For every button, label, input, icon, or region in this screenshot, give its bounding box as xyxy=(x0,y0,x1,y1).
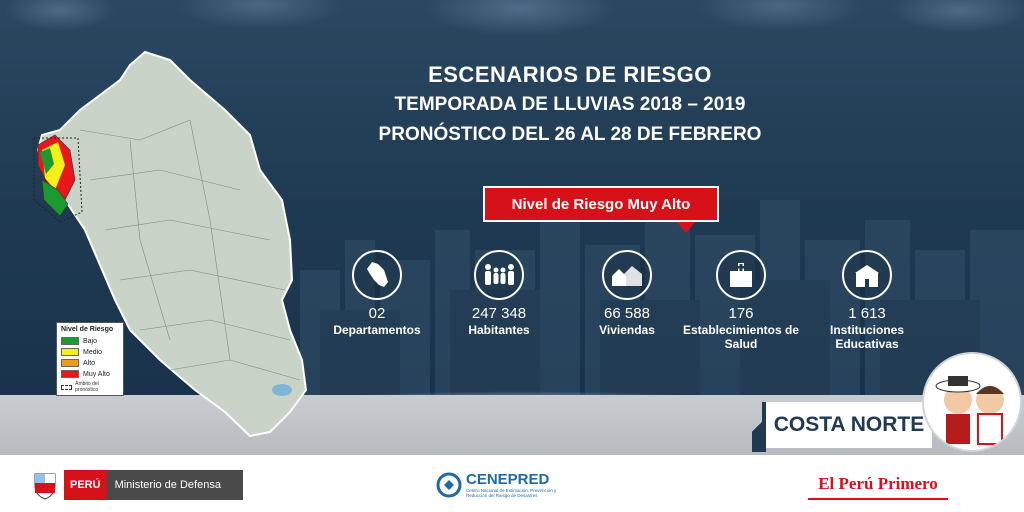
legend-label: Bajo xyxy=(83,337,98,345)
legend-item-bajo: Bajo xyxy=(61,336,119,346)
legend-swatch xyxy=(61,337,79,345)
cenepred-name: CENEPRED xyxy=(466,470,550,488)
legend-item-muy-alto: Muy Alto xyxy=(61,369,119,379)
peru-label: PERÚ xyxy=(64,470,107,500)
footer: PERÚ Ministerio de Defensa CENEPRED Cent… xyxy=(0,455,1024,512)
coat-of-arms-icon xyxy=(34,473,56,500)
houses-icon xyxy=(602,250,652,300)
stat-label: Establecimientos de Salud xyxy=(682,323,800,351)
stat-departamentos: 02 Departamentos xyxy=(312,250,442,337)
ministry-label: Ministerio de Defensa xyxy=(106,470,243,500)
legend-title: Nivel de Riesgo xyxy=(61,326,114,333)
legend-swatch xyxy=(61,370,79,378)
main-title: ESCENARIOS DE RIESGO xyxy=(428,62,712,87)
forecast-dates: PRONÓSTICO DEL 26 AL 28 DE FEBRERO xyxy=(378,124,762,145)
stat-value: 176 xyxy=(728,305,754,322)
legend-swatch xyxy=(61,359,79,367)
school-icon xyxy=(842,250,892,300)
stat-establecimientos-salud: 176 Establecimientos de Salud xyxy=(676,250,806,351)
risk-banner-pointer xyxy=(677,222,695,233)
mascot-illustration xyxy=(922,352,1022,452)
zone-label: COSTA NORTE xyxy=(752,398,932,452)
infographic-background: Nivel de Riesgo Bajo Medio Alto Muy Alto… xyxy=(0,0,1024,455)
stat-habitantes: 247 348 Habitantes xyxy=(434,250,564,337)
clouds xyxy=(0,0,1024,60)
cenepred-description-1: Centro Nacional de Estimación, Prevenció… xyxy=(466,487,557,493)
stat-label: Viviendas xyxy=(599,323,655,337)
dashed-boundary-icon xyxy=(61,384,73,390)
statistics-row: 02 Departamentos 247 348 Habitantes xyxy=(312,250,932,370)
title-block: ESCENARIOS DE RIESGO TEMPORADA DE LLUVIA… xyxy=(340,60,800,150)
stat-label: Habitantes xyxy=(468,323,530,337)
slogan-logo: El Perú Primero xyxy=(808,470,948,500)
risk-level-banner: Nivel de Riesgo Muy Alto xyxy=(483,186,719,222)
legend-item-alto: Alto xyxy=(61,358,119,368)
stat-value: 66 588 xyxy=(604,305,650,322)
stat-viviendas: 66 588 Viviendas xyxy=(562,250,692,337)
cenepred-description-2: Reducción del Riesgo de Desastres xyxy=(466,493,538,498)
stat-value: 02 xyxy=(368,305,386,322)
peru-map xyxy=(33,50,308,438)
legend-label: Alto xyxy=(83,359,96,367)
peru-map-icon xyxy=(352,250,402,300)
stat-label: Departamentos xyxy=(333,323,421,337)
season-subtitle: TEMPORADA DE LLUVIAS 2018 – 2019 xyxy=(394,94,746,115)
stat-value: 1 613 xyxy=(848,305,886,322)
map-legend: Nivel de Riesgo Bajo Medio Alto Muy Alto… xyxy=(56,322,124,396)
stat-label: Instituciones Educativas xyxy=(829,323,904,351)
cenepred-emblem-icon xyxy=(436,472,462,498)
legend-label: Muy Alto xyxy=(83,370,110,378)
stat-instituciones-educativas: 1 613 Instituciones Educativas xyxy=(802,250,932,351)
stat-value: 247 348 xyxy=(471,305,527,322)
legend-swatch xyxy=(61,348,79,356)
hospital-icon xyxy=(716,250,766,300)
legend-note-label: Ámbito del pronóstico xyxy=(75,381,99,393)
family-icon xyxy=(474,250,524,300)
city-silhouette xyxy=(300,200,1024,400)
legend-label: Medio xyxy=(83,348,103,356)
legend-note: Ámbito del pronóstico xyxy=(61,381,119,393)
legend-item-medio: Medio xyxy=(61,347,119,357)
ministry-logo: PERÚ Ministerio de Defensa xyxy=(32,468,243,502)
cenepred-logo: CENEPRED Centro Nacional de Estimación, … xyxy=(436,463,566,507)
